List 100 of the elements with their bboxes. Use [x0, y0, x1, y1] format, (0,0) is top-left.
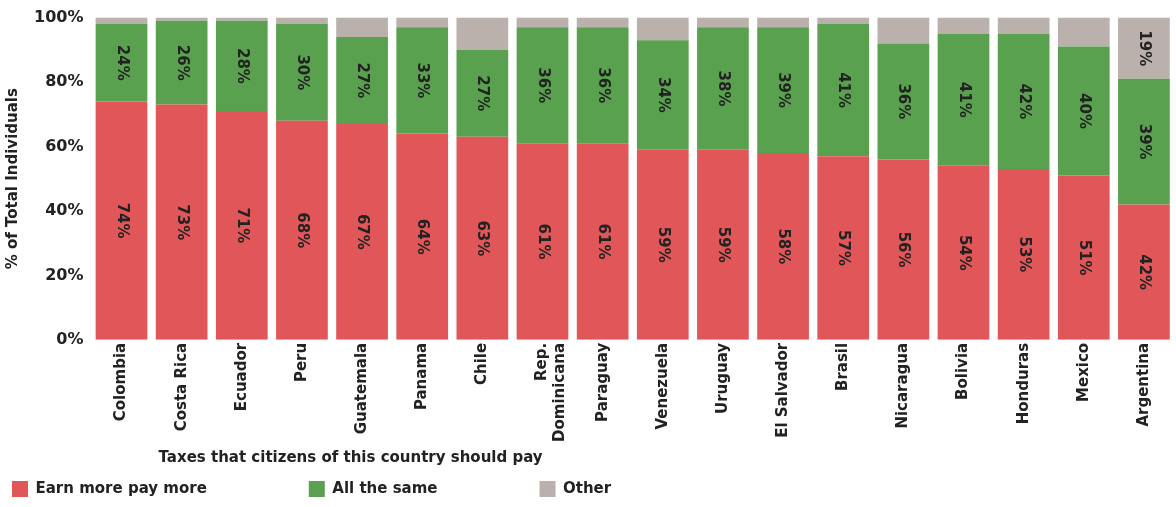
data-label: 67% — [354, 213, 373, 250]
bar — [757, 27, 809, 153]
bar — [877, 17, 930, 44]
bar — [95, 101, 148, 340]
bar — [937, 33, 990, 166]
data-label: 58% — [775, 228, 794, 265]
data-label: 56% — [895, 231, 914, 268]
bar — [215, 111, 268, 340]
bar — [1118, 17, 1170, 79]
data-label: 41% — [955, 81, 974, 118]
bar — [937, 17, 990, 34]
x-tick-label: Bolivia — [953, 342, 972, 400]
bar — [817, 17, 870, 25]
data-label: 42% — [1015, 83, 1034, 120]
data-label: 33% — [414, 62, 433, 99]
x-tick-label: Honduras — [1013, 342, 1032, 425]
x-tick-label: Peru — [291, 342, 310, 383]
bar — [1118, 204, 1170, 340]
data-label: 61% — [534, 223, 553, 260]
data-label: 68% — [294, 212, 313, 249]
x-tick-label: Panama — [412, 342, 431, 411]
x-tick-label: Mexico — [1073, 342, 1092, 402]
legend-label: Earn more pay more — [35, 478, 297, 497]
bar — [155, 20, 208, 105]
bar — [817, 24, 870, 157]
data-label: 38% — [715, 70, 734, 107]
bar — [877, 159, 930, 340]
bar — [576, 27, 629, 144]
data-label: 64% — [414, 218, 433, 255]
bar — [155, 104, 208, 340]
bar — [1118, 78, 1170, 205]
bar — [697, 149, 749, 340]
bar — [1057, 17, 1110, 47]
data-label: 74% — [113, 202, 132, 239]
data-label: 30% — [294, 54, 313, 91]
data-label: 59% — [715, 226, 734, 263]
bar — [215, 20, 268, 112]
data-label: 61% — [594, 223, 613, 260]
bar — [95, 24, 148, 102]
data-label: 24% — [113, 44, 132, 81]
data-label: 36% — [895, 83, 914, 120]
bar — [576, 17, 629, 28]
bar — [336, 17, 388, 37]
data-label: 27% — [474, 75, 493, 112]
bar — [456, 17, 509, 50]
y-tick-label: 20% — [45, 264, 84, 284]
y-tick-label: 80% — [45, 71, 84, 91]
bar — [877, 43, 930, 160]
data-label: 36% — [594, 67, 613, 104]
bar — [276, 24, 328, 121]
y-tick-label: 0% — [56, 328, 84, 348]
bar — [757, 17, 809, 28]
bar — [516, 143, 569, 340]
bar — [997, 33, 1050, 170]
data-label: 41% — [835, 72, 854, 109]
data-label: 28% — [233, 47, 252, 84]
data-label: 34% — [654, 76, 673, 113]
bar — [576, 143, 629, 340]
data-label: 40% — [1075, 93, 1094, 129]
x-tick-label: Guatemala — [351, 342, 370, 435]
bar — [997, 17, 1050, 34]
bar — [1057, 175, 1110, 340]
bar — [336, 36, 388, 124]
data-label: 73% — [173, 204, 192, 241]
x-tick-label: Ecuador — [231, 342, 250, 412]
data-label: 19% — [1136, 30, 1155, 67]
bar — [997, 169, 1050, 340]
x-tick-label: Nicaragua — [893, 342, 912, 429]
legend-label: Other — [563, 478, 702, 497]
x-tick-label: Colombia — [111, 342, 130, 422]
legend-title: Taxes that citizens of this country should pay — [158, 448, 543, 467]
y-axis-title: % of Total Individuals — [2, 88, 21, 270]
data-label: 36% — [534, 67, 553, 104]
bar — [636, 17, 689, 41]
data-label: 39% — [1136, 123, 1155, 160]
data-label: 27% — [354, 62, 373, 99]
bar — [215, 17, 268, 21]
bar — [456, 49, 509, 137]
bar — [396, 17, 449, 28]
x-tick-label: Brasil — [833, 342, 852, 392]
bar — [636, 40, 689, 150]
bar — [456, 136, 509, 340]
bar — [396, 27, 449, 134]
data-label: 71% — [233, 207, 252, 244]
bar — [757, 152, 809, 340]
data-label: 51% — [1075, 239, 1094, 276]
bar — [636, 149, 689, 340]
x-tick-label: Chile — [472, 342, 491, 385]
x-tick-label: Argentina — [1133, 342, 1152, 427]
data-label: 63% — [474, 220, 493, 257]
bar — [697, 17, 749, 28]
bar — [95, 17, 148, 25]
bar — [155, 17, 208, 21]
data-label: 42% — [1136, 254, 1155, 291]
data-label: 26% — [173, 44, 192, 81]
data-label: 54% — [955, 234, 974, 271]
y-tick-label: 100% — [33, 6, 84, 26]
data-label: 59% — [654, 226, 673, 263]
bar — [817, 156, 870, 340]
x-tick-label: Uruguay — [712, 342, 731, 414]
